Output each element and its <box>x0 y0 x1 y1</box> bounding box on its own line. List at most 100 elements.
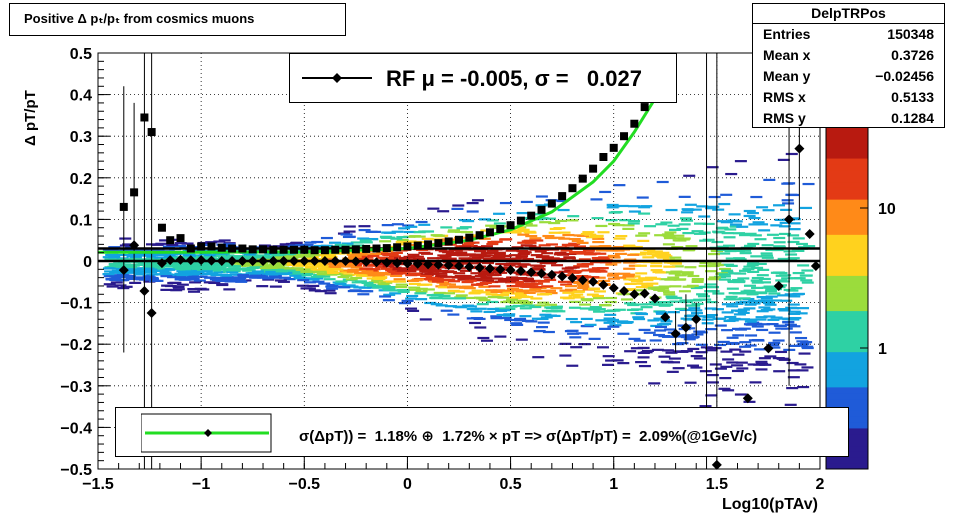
density-cell <box>458 286 471 289</box>
density-cell <box>373 277 386 281</box>
density-cell <box>383 231 396 234</box>
density-map <box>102 152 816 408</box>
density-cell <box>496 313 509 317</box>
density-cell <box>764 355 777 358</box>
density-cell <box>566 364 579 367</box>
density-cell <box>733 257 746 260</box>
square-marker <box>279 245 288 254</box>
density-cell <box>529 239 542 242</box>
diamond-marker <box>557 271 568 282</box>
density-cell <box>747 363 760 366</box>
density-cell <box>653 333 666 337</box>
density-cell <box>608 256 621 259</box>
y-tick-label: 0 <box>83 254 92 271</box>
density-cell <box>447 313 460 316</box>
density-cell <box>126 268 139 271</box>
y-tick-label: 0.3 <box>70 129 92 146</box>
density-cell <box>641 279 654 282</box>
diamond-marker <box>505 265 516 276</box>
density-cell <box>393 278 406 281</box>
density-cell <box>210 273 223 276</box>
density-cell <box>790 287 803 290</box>
density-cell <box>521 301 534 304</box>
density-cell <box>474 253 487 256</box>
colorbar-cell <box>826 386 868 394</box>
density-cell <box>435 272 448 275</box>
density-cell <box>310 268 323 271</box>
density-cell <box>512 304 525 308</box>
density-cell <box>754 238 767 241</box>
density-cell <box>724 315 737 319</box>
density-cell <box>200 270 213 273</box>
density-cell <box>638 232 651 235</box>
density-cell <box>778 225 791 228</box>
density-cell <box>627 253 640 256</box>
density-cell <box>188 266 201 270</box>
density-cell <box>186 273 199 276</box>
density-cell <box>729 348 742 351</box>
diamond-marker <box>691 314 702 325</box>
density-cell <box>510 322 523 325</box>
density-cell <box>725 295 738 298</box>
density-cell <box>485 293 498 296</box>
density-cell <box>748 299 761 303</box>
density-cell <box>792 292 805 296</box>
density-cell <box>157 269 170 272</box>
density-cell <box>748 302 761 305</box>
density-cell <box>704 283 717 286</box>
density-cell <box>164 284 177 288</box>
density-cell <box>218 239 231 242</box>
density-cell <box>559 342 572 345</box>
density-cell <box>392 268 405 271</box>
density-cell <box>531 317 544 320</box>
density-cell <box>434 248 447 252</box>
density-cell <box>461 285 474 288</box>
density-cell <box>619 219 632 222</box>
colorbar-cell <box>826 246 868 253</box>
density-cell <box>365 250 378 253</box>
density-cell <box>590 235 603 238</box>
density-cell <box>622 227 635 231</box>
density-cell <box>627 205 640 208</box>
density-cell <box>554 258 567 261</box>
stats-name: DelpTRPos <box>753 4 944 24</box>
density-cell <box>656 323 669 326</box>
density-cell <box>722 389 735 392</box>
density-cell <box>576 332 589 335</box>
density-cell <box>704 307 717 310</box>
density-cell <box>260 269 273 272</box>
density-cell <box>781 182 794 185</box>
diamond-marker <box>156 258 167 269</box>
density-cell <box>674 307 687 310</box>
density-cell <box>335 263 348 266</box>
density-cell <box>529 237 542 240</box>
density-cell <box>662 243 675 246</box>
fit-legend-marker <box>141 413 272 453</box>
density-cell <box>789 316 802 320</box>
density-cell <box>179 268 192 271</box>
density-cell <box>785 193 798 196</box>
density-cell <box>382 299 395 302</box>
density-cell <box>178 265 191 268</box>
density-cell <box>324 265 337 268</box>
density-cell <box>736 367 749 370</box>
density-cell <box>760 297 773 300</box>
density-cell <box>307 284 320 288</box>
density-cell <box>109 262 122 266</box>
density-cell <box>627 303 640 307</box>
density-cell <box>566 219 579 222</box>
density-cell <box>209 276 222 280</box>
colorbar-cell <box>826 257 868 265</box>
density-cell <box>360 241 373 244</box>
density-cell <box>463 296 476 300</box>
density-cell <box>746 264 759 267</box>
density-cell <box>339 269 352 272</box>
density-cell <box>728 292 741 295</box>
density-cell <box>576 234 589 237</box>
colorbar-cell <box>826 263 868 271</box>
density-cell <box>571 293 584 296</box>
colorbar-cell <box>826 199 868 206</box>
density-cell <box>469 254 482 257</box>
density-cell <box>641 284 654 287</box>
density-cell <box>537 248 550 251</box>
